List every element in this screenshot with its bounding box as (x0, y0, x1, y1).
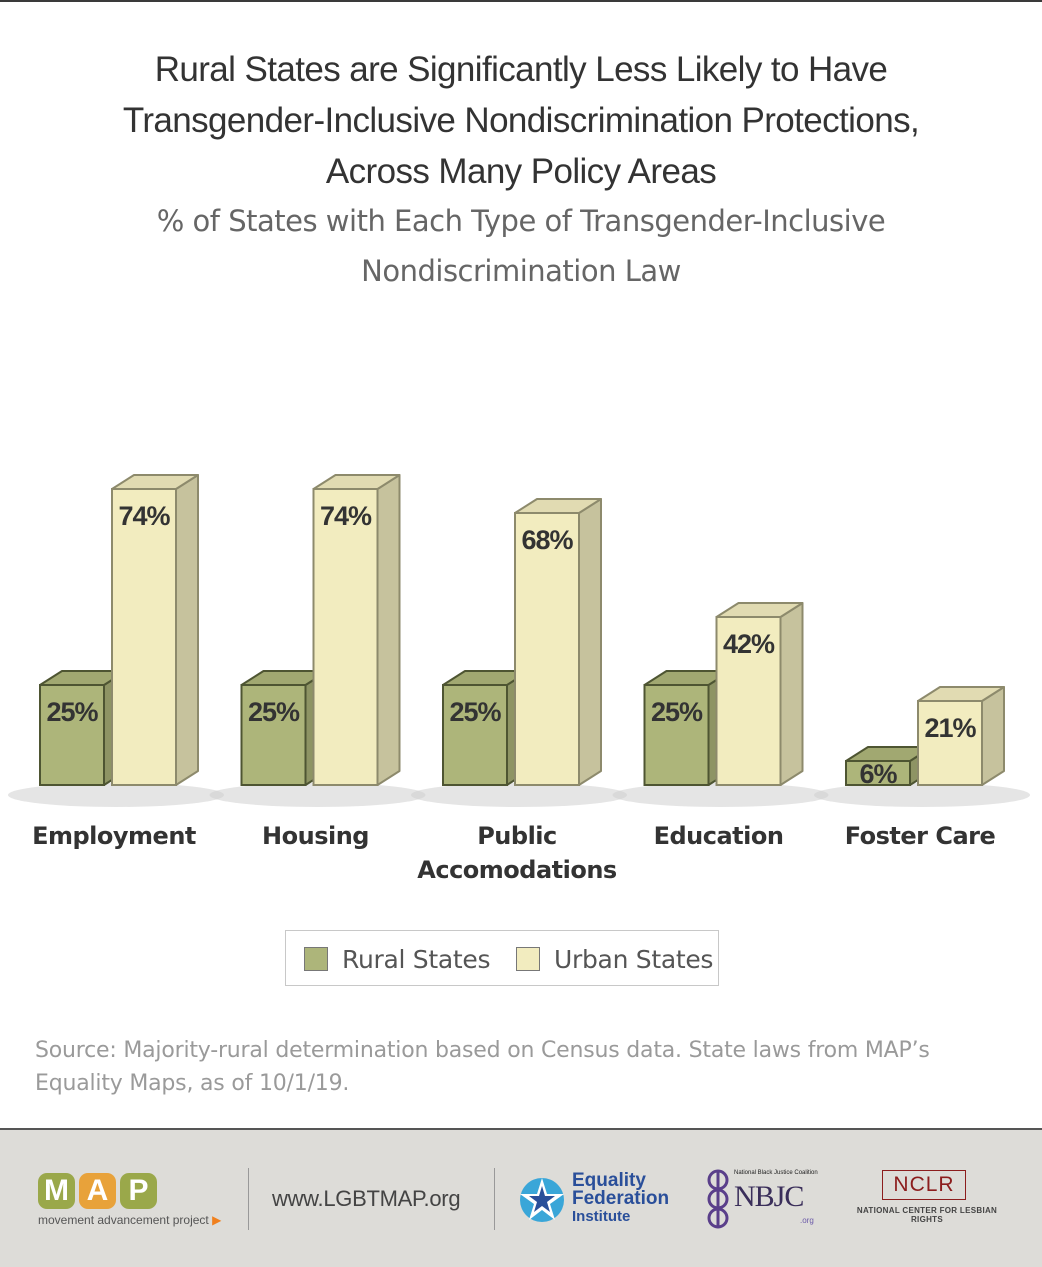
subtitle-line: % of States with Each Type of Transgende… (156, 204, 886, 238)
source-line: Source: Majority-rural determination bas… (35, 1038, 930, 1063)
data-label: 74% (118, 501, 170, 531)
data-label: 68% (521, 525, 573, 555)
bar (715, 616, 782, 786)
source-line: Equality Maps, as of 10/1/19. (35, 1071, 350, 1096)
legend-label-urban: Urban States (554, 944, 714, 974)
bar-chart: 25% 74% Employment 25% 74% Housing 25% 68% Publi… (8, 474, 1030, 884)
legend-label-rural: Rural States (342, 944, 491, 974)
bar-shadow (814, 783, 1030, 807)
efi-logo[interactable]: Equality Federation Institute (516, 1168, 686, 1232)
nclr-logo[interactable]: NCLR NATIONAL CENTER FOR LESBIAN RIGHTS (842, 1170, 1012, 1230)
data-label: 42% (723, 629, 775, 659)
legend: Rural States Urban States (285, 930, 719, 986)
footer-divider (494, 1168, 495, 1230)
bar-side (779, 602, 804, 786)
title-line: Across Many Policy Areas (325, 152, 717, 191)
bar (643, 684, 710, 786)
bar (240, 684, 307, 786)
nbjc-wordmark: NBJC (734, 1180, 804, 1213)
bar-side (578, 498, 602, 786)
bar (111, 488, 177, 786)
data-label: 25% (248, 697, 300, 727)
nclr-wordmark: NCLR (882, 1170, 966, 1200)
chain-emblem-icon (707, 1169, 729, 1229)
efi-line: Federation (572, 1188, 670, 1209)
footer-divider (248, 1168, 249, 1230)
map-logo[interactable]: M A P movement advancement project ▶ (38, 1173, 238, 1233)
website-link[interactable]: www.LGBTMAP.org (272, 1186, 461, 1211)
top-rule (0, 0, 1042, 2)
bar (845, 760, 911, 786)
data-label: 21% (924, 713, 976, 743)
data-label: 6% (859, 759, 897, 789)
category-label: Foster Care (845, 822, 996, 850)
category-label: Housing (262, 822, 369, 850)
bar (312, 488, 379, 786)
data-label: 25% (651, 697, 703, 727)
bar-shadow (612, 783, 829, 807)
bar-side (376, 474, 401, 786)
map-tagline: movement advancement project ▶ (38, 1213, 238, 1227)
chart-subtitle: % of States with Each Type of Transgende… (40, 196, 1002, 296)
legend-swatch-rural (304, 947, 328, 971)
star-icon (520, 1178, 564, 1222)
data-label: 25% (449, 697, 501, 727)
data-label: 25% (46, 697, 98, 727)
category-label: Education (654, 822, 784, 850)
bar (442, 684, 508, 786)
bar (39, 684, 105, 786)
bar-shadow (8, 783, 224, 807)
play-triangle-icon: ▶ (212, 1213, 222, 1227)
category-label: Public (477, 822, 557, 850)
map-letter: M (38, 1173, 75, 1209)
title-line: Rural States are Significantly Less Like… (154, 50, 888, 89)
efi-line: Institute (572, 1208, 631, 1225)
bar (917, 700, 983, 786)
nbjc-tagline: National Black Justice Coalition (734, 1170, 818, 1176)
category-label: Employment (32, 822, 196, 850)
source-note: Source: Majority-rural determination bas… (35, 1034, 1010, 1100)
subtitle-line: Nondiscrimination Law (361, 254, 681, 288)
chart-title: Rural States are Significantly Less Like… (40, 44, 1002, 197)
bar-side (175, 474, 199, 786)
map-letter: P (120, 1173, 157, 1209)
bar (514, 512, 580, 786)
data-label: 74% (320, 501, 372, 531)
bar-side (981, 686, 1005, 786)
nbjc-logo[interactable]: National Black Justice Coalition NBJC .o… (704, 1166, 824, 1232)
map-tagline-text: movement advancement project (38, 1213, 209, 1227)
map-letter: A (79, 1173, 116, 1209)
legend-item-urban: Urban States (516, 944, 713, 974)
nclr-subtitle: NATIONAL CENTER FOR LESBIAN RIGHTS (856, 1206, 998, 1224)
title-line: Transgender-Inclusive Nondiscrimination … (122, 101, 920, 140)
nbjc-org: .org (800, 1216, 814, 1225)
efi-line: Equality (572, 1170, 646, 1191)
footer: M A P movement advancement project ▶ www… (0, 1128, 1042, 1267)
legend-item-rural: Rural States (304, 944, 490, 974)
legend-swatch-urban (516, 947, 540, 971)
bar-shadow (209, 783, 426, 807)
bar-shadow (411, 783, 627, 807)
category-label: Accomodations (417, 856, 617, 884)
